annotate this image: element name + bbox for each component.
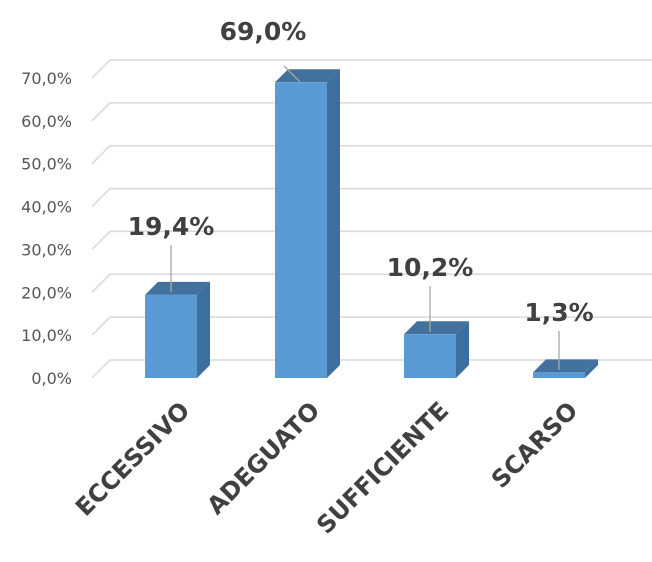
y-tick-label: 60,0% — [21, 112, 72, 131]
bars — [145, 69, 598, 379]
bar-top — [404, 321, 469, 335]
gridline — [91, 230, 652, 250]
bar-top — [145, 281, 210, 295]
bar-sufficiente — [404, 321, 469, 378]
leader-line — [283, 65, 301, 83]
y-tick-label: 0,0% — [31, 369, 72, 388]
bar-front — [533, 372, 585, 378]
data-label: 10,2% — [387, 253, 474, 282]
bar-side — [327, 69, 340, 379]
gridline — [91, 144, 652, 165]
bar-adeguato — [275, 69, 340, 379]
bar-side — [585, 359, 598, 378]
data-label: 69,0% — [220, 17, 307, 46]
gridline — [91, 102, 652, 122]
y-tick-label: 50,0% — [21, 155, 72, 174]
y-tick-label: 30,0% — [21, 240, 72, 259]
y-tick-label: 40,0% — [21, 198, 72, 217]
bar-scarso — [533, 359, 598, 378]
gridline — [91, 316, 652, 336]
y-tick-label: 70,0% — [21, 69, 72, 88]
category-label: ECCESSIVO — [70, 396, 195, 521]
category-label: SUFFICIENTE — [311, 396, 454, 539]
gridline — [91, 359, 652, 379]
gridline — [91, 187, 652, 208]
gridline — [91, 59, 652, 79]
bar-front — [145, 294, 197, 378]
bar-side — [456, 321, 469, 378]
category-label: ADEGUATO — [202, 396, 326, 520]
data-label: 19,4% — [128, 212, 215, 241]
bar-side — [197, 281, 210, 378]
y-tick-label: 10,0% — [21, 326, 72, 345]
y-tick-label: 20,0% — [21, 283, 72, 302]
bar-front — [404, 334, 456, 378]
category-label: SCARSO — [486, 396, 583, 493]
bar-top — [533, 359, 598, 373]
gridlines — [91, 59, 652, 379]
y-axis-ticks: 0,0% 10,0% 20,0% 30,0% 40,0% 50,0% 60,0% 70,0% — [21, 69, 72, 388]
gridline — [91, 273, 652, 293]
bar-front — [275, 82, 327, 379]
data-labels: 19,4% 69,0% 10,2% 1,3% — [128, 17, 594, 370]
bar-eccessivo — [145, 281, 210, 378]
data-label: 1,3% — [524, 298, 593, 327]
